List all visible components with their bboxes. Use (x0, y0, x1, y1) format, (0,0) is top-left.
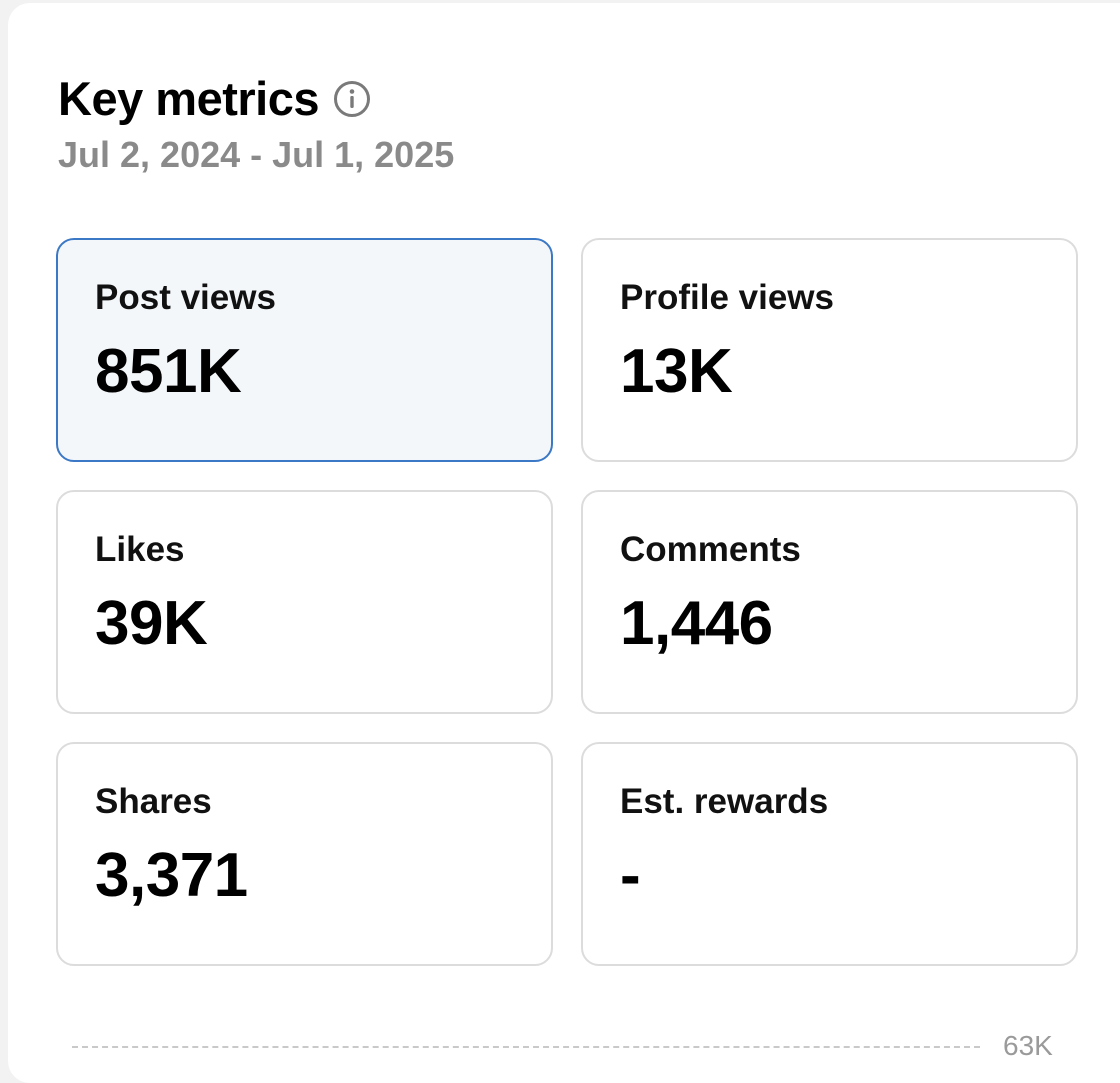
metric-label: Profile views (620, 278, 834, 317)
metric-label: Shares (95, 782, 212, 821)
metric-value: 851K (95, 337, 242, 406)
metric-tile-likes[interactable]: Likes 39K (56, 490, 553, 714)
title-row: Key metrics (58, 70, 454, 126)
key-metrics-header: Key metrics Jul 2, 2024 - Jul 1, 2025 (58, 70, 454, 176)
metric-tile-profile-views[interactable]: Profile views 13K (581, 238, 1078, 462)
metric-tile-post-views[interactable]: Post views 851K (56, 238, 553, 462)
info-circle-icon[interactable] (333, 80, 371, 118)
metric-value: 13K (620, 337, 733, 406)
metric-value: 3,371 (95, 841, 248, 910)
metric-label: Post views (95, 278, 276, 317)
page-title: Key metrics (58, 71, 320, 125)
metric-label: Comments (620, 530, 801, 569)
metric-value: 1,446 (620, 589, 773, 658)
metric-tile-est-rewards[interactable]: Est. rewards - (581, 742, 1078, 966)
metric-tile-comments[interactable]: Comments 1,446 (581, 490, 1078, 714)
metric-value: - (620, 841, 641, 910)
chart-gridline (72, 1046, 980, 1048)
metric-label: Est. rewards (620, 782, 829, 821)
metric-tile-shares[interactable]: Shares 3,371 (56, 742, 553, 966)
date-range: Jul 2, 2024 - Jul 1, 2025 (58, 134, 455, 175)
metric-label: Likes (95, 530, 185, 569)
metric-value: 39K (95, 589, 208, 658)
chart-max-label: 63K (1003, 1030, 1053, 1061)
